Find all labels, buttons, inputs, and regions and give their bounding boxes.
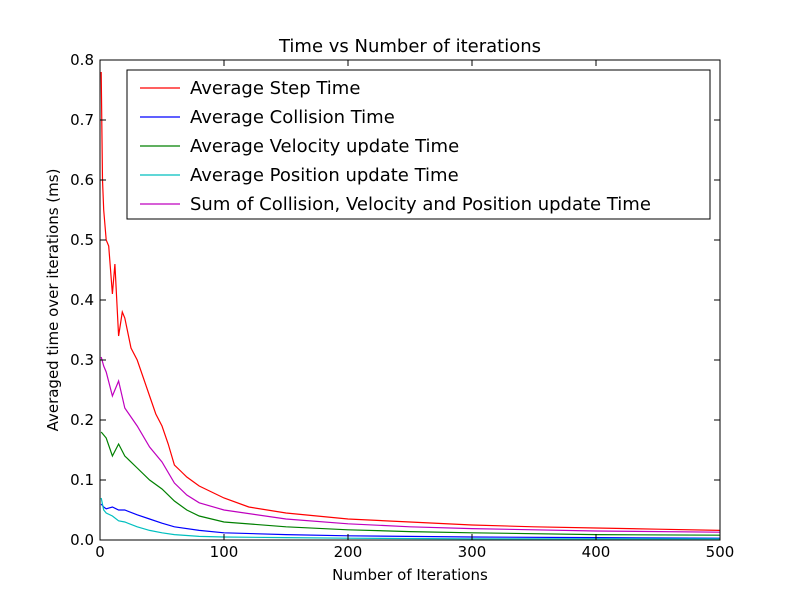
x-tick-label: 100 xyxy=(210,543,239,561)
legend-entries: Average Step Time Average Collision Time A… xyxy=(140,78,651,215)
y-tick-label: 0.2 xyxy=(70,411,94,429)
y-axis-title: Averaged time over iterations (ms) xyxy=(44,169,62,432)
y-tick-label: 0.0 xyxy=(70,531,94,549)
series-line-0 xyxy=(100,71,721,531)
x-tick-label: 400 xyxy=(582,543,611,561)
legend-label: Average Step Time xyxy=(190,78,360,99)
y-tick-label: 0.3 xyxy=(70,351,94,369)
x-tick-label: 200 xyxy=(334,543,363,561)
y-tick-label: 0.7 xyxy=(70,111,94,129)
y-tick-label: 0.1 xyxy=(70,471,94,489)
legend-box xyxy=(126,69,711,220)
plot-lines xyxy=(100,71,721,540)
x-tick-label: 500 xyxy=(706,543,735,561)
legend-label: Average Position update Time xyxy=(190,165,459,186)
x-tick-label: 300 xyxy=(458,543,487,561)
series-line-1 xyxy=(100,503,721,539)
legend: Average Step Time Average Collision Time A… xyxy=(126,69,711,220)
x-tick-label: 0 xyxy=(95,543,105,561)
series-line-2 xyxy=(100,431,721,536)
y-tick-label: 0.8 xyxy=(70,51,94,69)
legend-label: Average Collision Time xyxy=(190,107,395,128)
x-axis-title: Number of Iterations xyxy=(332,566,488,584)
y-axis-ticks: 0.0 0.1 0.2 0.3 0.4 0.5 0.6 0.7 0.8 xyxy=(70,51,720,549)
legend-label: Average Velocity update Time xyxy=(190,136,459,157)
y-tick-label: 0.6 xyxy=(70,171,94,189)
x-axis-ticks: 0 100 200 300 400 500 xyxy=(95,60,734,561)
chart-title: Time vs Number of iterations xyxy=(278,36,541,57)
series-line-3 xyxy=(100,497,720,540)
y-tick-label: 0.4 xyxy=(70,291,94,309)
series-line-4 xyxy=(100,356,721,533)
y-tick-label: 0.5 xyxy=(70,231,94,249)
legend-label: Sum of Collision, Velocity and Position … xyxy=(190,194,651,215)
